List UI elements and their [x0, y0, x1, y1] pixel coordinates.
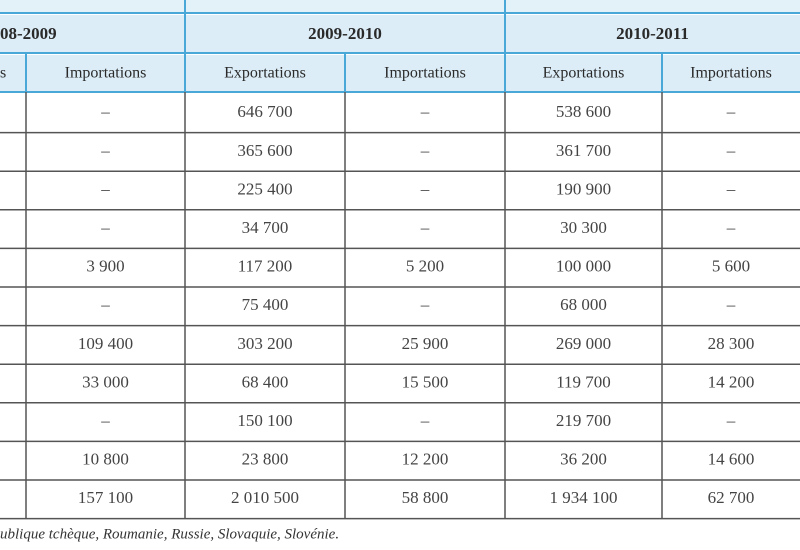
group-header: 2010-2011 [616, 24, 689, 43]
cell: – [726, 295, 736, 314]
sub-header: s [0, 65, 6, 82]
sub-header: Importations [384, 65, 466, 82]
cell: 269 000 [556, 334, 611, 353]
cell: – [100, 295, 110, 314]
sub-header: Importations [65, 65, 147, 82]
cell: – [726, 179, 736, 198]
cell: – [100, 102, 110, 121]
cell: – [420, 295, 430, 314]
cell: 23 800 [242, 450, 289, 469]
cell: 190 900 [556, 179, 611, 198]
cell: 303 200 [237, 334, 292, 353]
cell: 30 300 [560, 218, 607, 237]
cell: 5 200 [406, 257, 444, 276]
cell: 538 600 [556, 102, 611, 121]
sub-header: Exportations [224, 65, 306, 82]
cell: 12 200 [402, 450, 449, 469]
cell: 2 010 500 [231, 488, 299, 507]
cell: 14 600 [708, 450, 755, 469]
cell: 15 500 [402, 372, 449, 391]
group-header: 08-2009 [0, 24, 57, 43]
cell: – [100, 411, 110, 430]
group-header: 2009-2010 [308, 24, 382, 43]
cell: 150 100 [237, 411, 292, 430]
cell: – [100, 218, 110, 237]
cell: 1 934 100 [550, 488, 618, 507]
cell: 36 200 [560, 450, 607, 469]
cell: 117 200 [238, 257, 293, 276]
cell: 225 400 [237, 179, 292, 198]
cell: 10 800 [82, 450, 129, 469]
cell: – [100, 141, 110, 160]
cell: – [420, 102, 430, 121]
cell: 14 200 [708, 372, 755, 391]
cell: – [420, 179, 430, 198]
sub-header: Importations [690, 65, 772, 82]
cell: – [726, 411, 736, 430]
cell: 100 000 [556, 257, 611, 276]
cell: – [420, 218, 430, 237]
cell: 68 000 [560, 295, 607, 314]
cell: 5 600 [712, 257, 750, 276]
cell: 361 700 [556, 141, 611, 160]
cell: – [726, 141, 736, 160]
sub-header: Exportations [543, 65, 625, 82]
cell: 646 700 [237, 102, 292, 121]
cell: – [420, 141, 430, 160]
cell: – [726, 218, 736, 237]
cell: 25 900 [402, 334, 449, 353]
cell: – [100, 179, 110, 198]
cell: 34 700 [242, 218, 289, 237]
cell: 62 700 [708, 488, 755, 507]
cell: 75 400 [242, 295, 289, 314]
cell: 28 300 [708, 334, 755, 353]
footnote: ublique tchèque, Roumanie, Russie, Slova… [0, 526, 339, 542]
group-header-bg [0, 15, 800, 53]
cell: – [420, 411, 430, 430]
cell: 68 400 [242, 372, 289, 391]
cell: 33 000 [82, 372, 129, 391]
sub-header-bg [0, 55, 800, 92]
cell: 119 700 [556, 372, 611, 391]
cell: 58 800 [402, 488, 449, 507]
cell: 219 700 [556, 411, 611, 430]
cell: 109 400 [78, 334, 133, 353]
top-strip [0, 0, 800, 12]
cell: 365 600 [237, 141, 292, 160]
cell: 3 900 [86, 257, 124, 276]
cell: 157 100 [78, 488, 133, 507]
cell: – [726, 102, 736, 121]
